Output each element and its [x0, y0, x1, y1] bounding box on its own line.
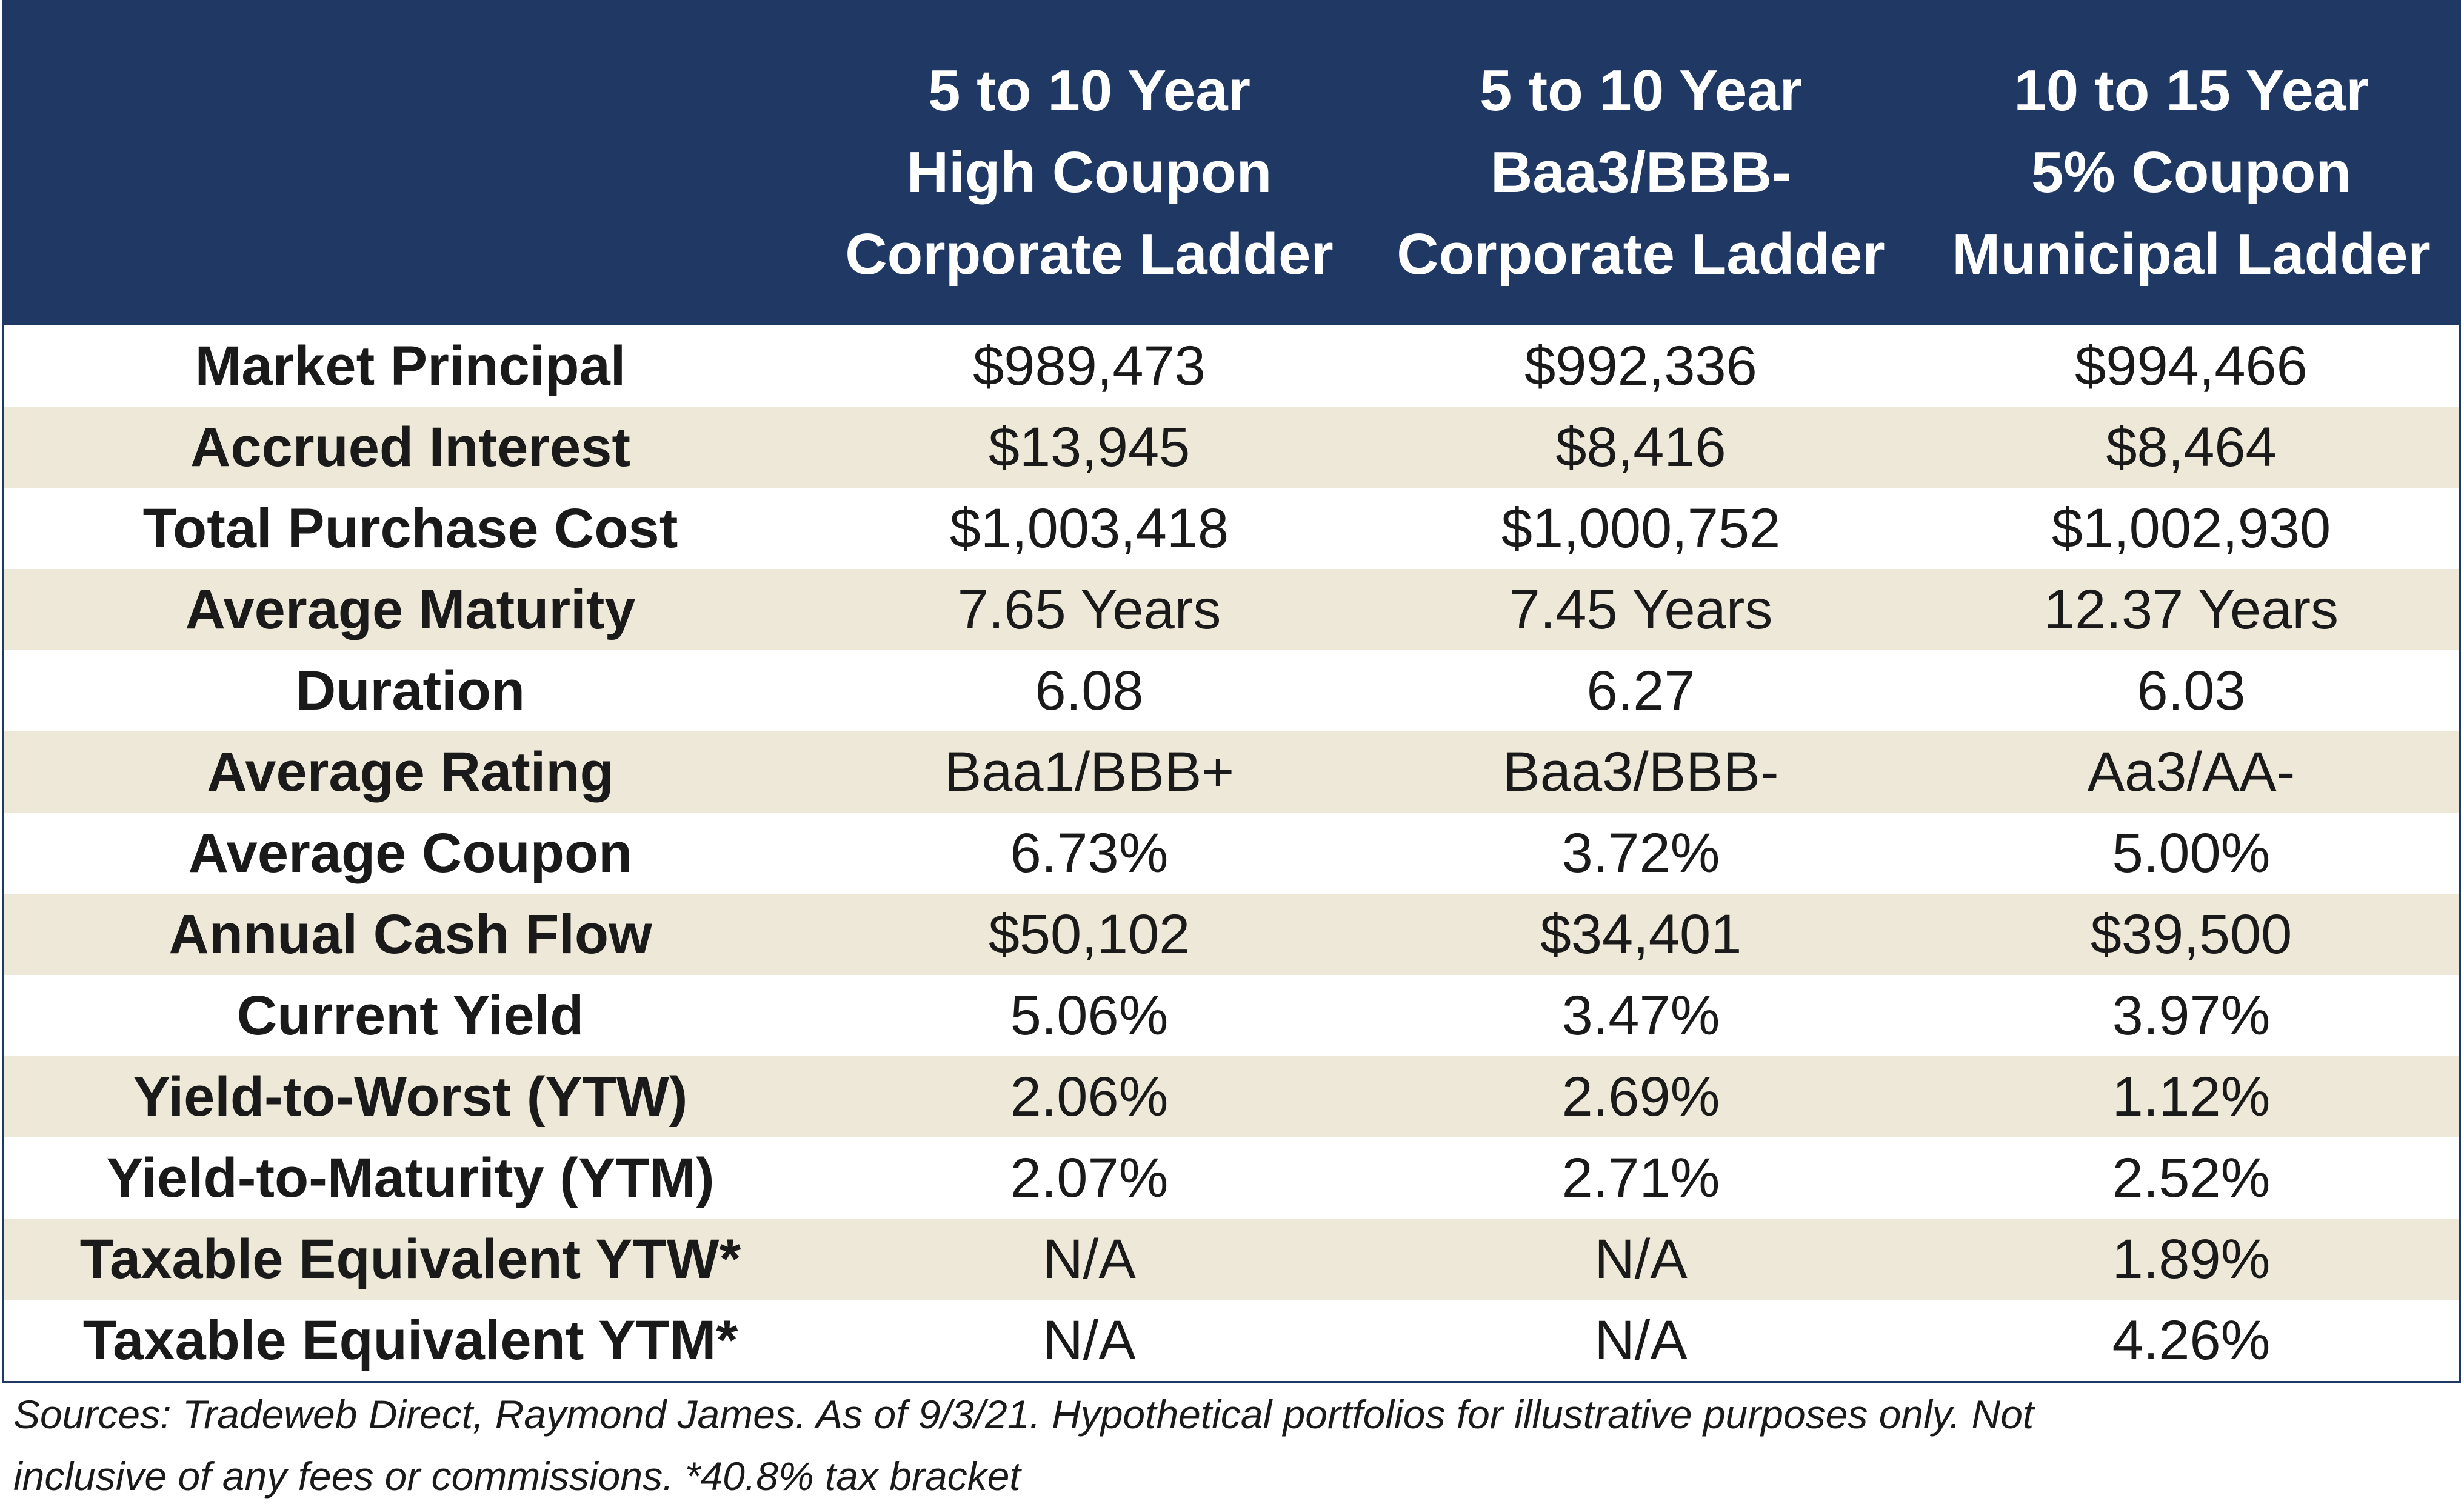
footnote-line-2: inclusive of any fees or commissions. *4…	[13, 1454, 1021, 1499]
table-cell: $50,102	[988, 903, 1190, 965]
table-cell: 6.27	[1586, 660, 1695, 722]
table-cell: 2.52%	[2112, 1147, 2271, 1209]
table-row: Average Maturity 7.65 Years 7.45 Years 12.3…	[4, 569, 2459, 650]
table-row: Taxable Equivalent YTW* N/A N/A 1.89%	[4, 1219, 2459, 1300]
table-cell: 6.08	[1035, 660, 1144, 722]
table-row: Accrued Interest $13,945 $8,416 $8,464	[4, 407, 2459, 488]
table-row: Annual Cash Flow $50,102 $34,401 $39,500	[4, 894, 2459, 975]
table-row: Total Purchase Cost $1,003,418 $1,000,752 $…	[4, 488, 2459, 569]
table-row: Duration 6.08 6.27 6.03	[4, 650, 2459, 731]
table-cell: $8,464	[2106, 416, 2277, 478]
table-cell: 3.97%	[2112, 985, 2271, 1046]
table-cell: 7.45 Years	[1509, 579, 1773, 640]
table-cell: Aa3/AA-	[2087, 741, 2295, 803]
table-row: Average Rating Baa1/BBB+ Baa3/BBB- Aa3/AA-	[4, 731, 2459, 813]
table-row: Market Principal $989,473 $992,336 $994,466	[4, 325, 2459, 407]
table-cell: N/A	[1043, 1228, 1136, 1290]
table-cell: 12.37 Years	[2043, 579, 2339, 640]
table-cell: 1.89%	[2112, 1228, 2271, 1290]
row-label: Average Maturity	[185, 579, 636, 640]
table-cell: Baa3/BBB-	[1503, 741, 1779, 803]
row-label: Total Purchase Cost	[142, 497, 678, 559]
table-cell: 1.12%	[2112, 1066, 2271, 1128]
row-label: Current Yield	[236, 985, 584, 1046]
column-header-baa3-corporate: 5 to 10 Year Baa3/BBB- Corporate Ladder	[1397, 58, 1885, 287]
table-row: Taxable Equivalent YTM* N/A N/A 4.26%	[4, 1300, 2459, 1381]
table-cell: N/A	[1594, 1309, 1688, 1371]
table-cell: $994,466	[2075, 335, 2308, 397]
table-cell: $1,002,930	[2051, 497, 2331, 559]
row-label: Taxable Equivalent YTM*	[82, 1309, 738, 1371]
table-cell: 5.06%	[1010, 985, 1169, 1046]
table-cell: $34,401	[1540, 903, 1742, 965]
table-cell: $1,000,752	[1501, 497, 1781, 559]
table-cell: 3.47%	[1561, 985, 1720, 1046]
table-cell: 6.03	[2137, 660, 2246, 722]
table-cell: N/A	[1594, 1228, 1688, 1290]
table-cell: $992,336	[1524, 335, 1757, 397]
table-cell: $13,945	[988, 416, 1190, 478]
row-label: Average Rating	[207, 741, 614, 803]
row-label: Taxable Equivalent YTW*	[79, 1228, 741, 1290]
table-cell: 3.72%	[1561, 822, 1720, 884]
table-cell: 6.73%	[1010, 822, 1169, 884]
row-label: Accrued Interest	[190, 416, 631, 478]
footnote-line-1: Sources: Tradeweb Direct, Raymond James.…	[13, 1392, 2034, 1437]
row-label: Market Principal	[195, 335, 626, 397]
column-header-high-coupon-corporate: 5 to 10 Year High Coupon Corporate Ladde…	[845, 58, 1334, 287]
row-label: Average Coupon	[188, 822, 633, 884]
table-row: Current Yield 5.06% 3.47% 3.97%	[4, 975, 2459, 1056]
table-cell: 2.69%	[1561, 1066, 1720, 1128]
row-label: Yield-to-Maturity (YTM)	[106, 1147, 715, 1209]
column-header-municipal: 10 to 15 Year 5% Coupon Municipal Ladder	[1952, 58, 2431, 287]
table-cell: 2.06%	[1010, 1066, 1169, 1128]
table-cell: Baa1/BBB+	[944, 741, 1235, 803]
table-cell: 2.71%	[1561, 1147, 1720, 1209]
table-row: Yield-to-Worst (YTW) 2.06% 2.69% 1.12%	[4, 1056, 2459, 1137]
table-cell: 7.65 Years	[957, 579, 1221, 640]
table-cell: 4.26%	[2112, 1309, 2271, 1371]
table-row: Yield-to-Maturity (YTM) 2.07% 2.71% 2.52%	[4, 1137, 2459, 1219]
row-label: Annual Cash Flow	[169, 903, 652, 965]
table-header-row: 5 to 10 Year High Coupon Corporate Ladde…	[4, 2, 2459, 325]
table-cell: $989,473	[973, 335, 1206, 397]
table-cell: $39,500	[2090, 903, 2292, 965]
table-cell: N/A	[1043, 1309, 1136, 1371]
table-cell: $1,003,418	[949, 497, 1229, 559]
table-cell: 2.07%	[1010, 1147, 1169, 1209]
table-cell: 5.00%	[2112, 822, 2271, 884]
row-label: Duration	[295, 660, 526, 722]
comparison-table: 5 to 10 Year High Coupon Corporate Ladde…	[2, 0, 2461, 1383]
table-row: Average Coupon 6.73% 3.72% 5.00%	[4, 813, 2459, 894]
row-label: Yield-to-Worst (YTW)	[133, 1066, 688, 1128]
footnote: Sources: Tradeweb Direct, Raymond James.…	[13, 1383, 2438, 1507]
table-cell: $8,416	[1555, 416, 1726, 478]
